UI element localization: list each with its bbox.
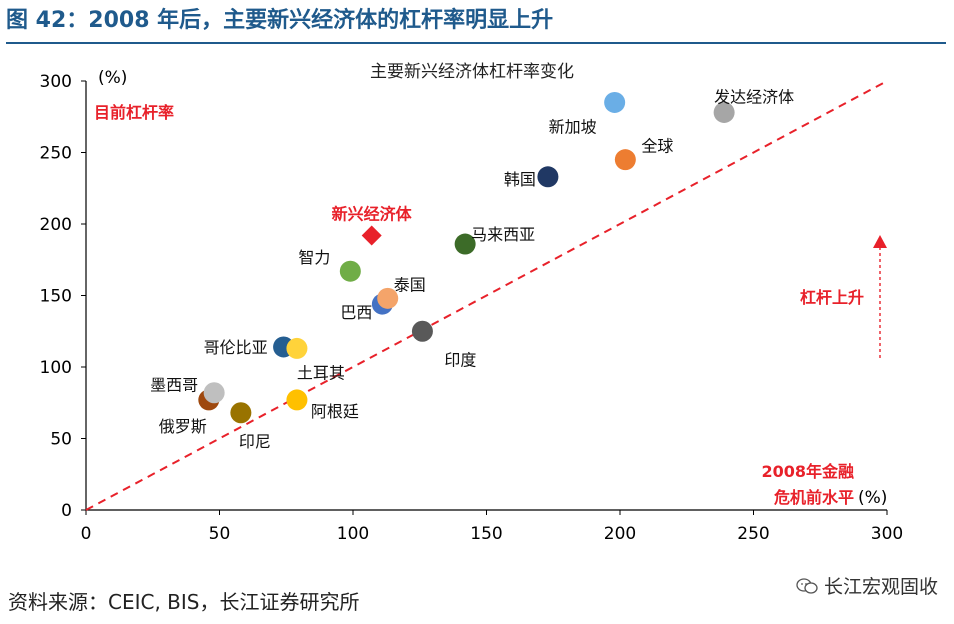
title-divider xyxy=(6,42,946,44)
y-tick-label: 200 xyxy=(40,215,72,235)
data-point-label: 印度 xyxy=(444,350,476,369)
watermark-text: 长江宏观固收 xyxy=(823,576,938,598)
data-point-label: 韩国 xyxy=(504,170,536,189)
chart-title: 主要新兴经济体杠杆率变化 xyxy=(370,62,574,82)
data-point xyxy=(286,389,308,411)
data-point-label: 墨西哥 xyxy=(150,376,198,395)
x-tick-label: 100 xyxy=(337,524,369,544)
data-point xyxy=(377,287,399,309)
data-point-label: 泰国 xyxy=(394,275,426,294)
data-point-label: 土耳其 xyxy=(297,363,345,382)
wechat-icon xyxy=(796,577,818,594)
data-point-label: 巴西 xyxy=(340,303,372,322)
x-axis-label-line2: 危机前水平 xyxy=(774,488,854,507)
data-point xyxy=(203,382,225,404)
x-tick-label: 300 xyxy=(871,524,903,544)
data-point-label: 全球 xyxy=(641,137,673,156)
diagonal-reference-line xyxy=(85,80,888,511)
x-tick-label: 50 xyxy=(209,524,231,544)
data-point xyxy=(411,320,433,342)
x-axis-label-line1: 2008年金融 xyxy=(761,462,854,481)
y-tick-label: 150 xyxy=(40,287,72,307)
x-tick-label: 150 xyxy=(470,524,502,544)
data-point xyxy=(614,149,636,171)
leverage-up-arrow-head xyxy=(873,235,887,248)
data-point xyxy=(454,233,476,255)
data-point-label: 智力 xyxy=(298,248,330,267)
data-point xyxy=(537,166,559,188)
data-point-label: 阿根廷 xyxy=(311,402,359,421)
data-point xyxy=(230,402,252,424)
highlight-point-label: 新兴经济体 xyxy=(332,204,413,223)
y-tick-label: 250 xyxy=(40,144,72,164)
figure-title: 图 42：2008 年后，主要新兴经济体的杠杆率明显上升 xyxy=(6,8,554,33)
data-point xyxy=(713,101,735,123)
y-axis-label: 目前杠杆率 xyxy=(94,103,174,122)
data-point-label: 发达经济体 xyxy=(714,87,794,106)
y-tick-label: 300 xyxy=(40,72,72,92)
x-unit-label: (%) xyxy=(858,488,887,508)
y-tick-label: 0 xyxy=(61,501,72,521)
data-point-label: 印尼 xyxy=(239,432,271,451)
data-point-label: 马来西亚 xyxy=(471,225,535,244)
data-point-label: 哥伦比亚 xyxy=(204,338,268,357)
scatter-chart: 0 50 100 150 200 250 300 0 50 100 150 200 250 300 (%) 主… xyxy=(40,62,904,544)
x-tick-label: 250 xyxy=(737,524,769,544)
y-tick-label: 100 xyxy=(40,358,72,378)
data-point xyxy=(604,91,626,113)
y-unit-label: (%) xyxy=(98,68,127,88)
y-tick-label: 50 xyxy=(50,430,72,450)
x-tick-label: 200 xyxy=(604,524,636,544)
data-point-label: 俄罗斯 xyxy=(159,417,207,436)
data-point xyxy=(339,260,361,282)
data-point-label: 新加坡 xyxy=(549,117,597,136)
x-tick-label: 0 xyxy=(81,524,92,544)
leverage-up-label: 杠杆上升 xyxy=(800,288,864,307)
source-note: 资料来源：CEIC, BIS，长江证券研究所 xyxy=(8,590,360,614)
watermark: 长江宏观固收 xyxy=(796,572,938,599)
highlight-point xyxy=(361,225,382,246)
data-point xyxy=(286,337,308,359)
